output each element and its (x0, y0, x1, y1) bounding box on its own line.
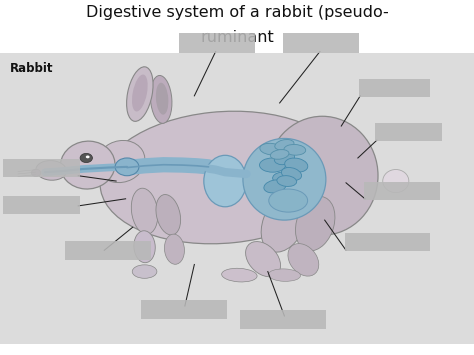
Ellipse shape (204, 155, 246, 207)
Ellipse shape (264, 180, 286, 193)
Text: ruminant: ruminant (200, 30, 274, 45)
FancyBboxPatch shape (345, 233, 430, 251)
Ellipse shape (127, 67, 153, 121)
FancyBboxPatch shape (65, 241, 151, 260)
Ellipse shape (156, 83, 168, 115)
Ellipse shape (270, 149, 289, 159)
Ellipse shape (268, 269, 301, 282)
FancyBboxPatch shape (3, 196, 80, 214)
FancyBboxPatch shape (240, 310, 326, 329)
Ellipse shape (36, 160, 66, 180)
Ellipse shape (150, 76, 172, 123)
Circle shape (31, 169, 41, 176)
FancyBboxPatch shape (3, 159, 80, 177)
Ellipse shape (275, 140, 294, 150)
Ellipse shape (97, 141, 145, 182)
Ellipse shape (246, 241, 281, 277)
Ellipse shape (273, 172, 292, 183)
Ellipse shape (285, 158, 308, 172)
Ellipse shape (100, 111, 346, 244)
Ellipse shape (288, 244, 319, 276)
Ellipse shape (134, 231, 155, 263)
Ellipse shape (132, 265, 157, 278)
FancyBboxPatch shape (364, 182, 440, 200)
Ellipse shape (164, 234, 184, 264)
Ellipse shape (269, 189, 308, 212)
Ellipse shape (295, 196, 335, 251)
Ellipse shape (132, 75, 148, 111)
Ellipse shape (131, 188, 158, 234)
Ellipse shape (259, 158, 285, 172)
Circle shape (86, 155, 90, 158)
Text: Digestive system of a rabbit (pseudo-: Digestive system of a rabbit (pseudo- (86, 5, 388, 20)
FancyBboxPatch shape (141, 300, 227, 319)
FancyBboxPatch shape (359, 79, 430, 97)
FancyBboxPatch shape (179, 33, 255, 53)
FancyBboxPatch shape (375, 123, 442, 141)
Ellipse shape (222, 268, 257, 282)
Ellipse shape (261, 192, 308, 252)
Ellipse shape (284, 144, 306, 155)
Ellipse shape (243, 138, 326, 220)
Ellipse shape (282, 168, 301, 180)
Ellipse shape (277, 176, 297, 186)
Text: Rabbit: Rabbit (9, 62, 53, 75)
Ellipse shape (260, 143, 283, 155)
Ellipse shape (267, 116, 378, 235)
FancyBboxPatch shape (283, 33, 359, 53)
Ellipse shape (156, 195, 181, 235)
Ellipse shape (60, 141, 115, 189)
Ellipse shape (274, 151, 294, 165)
Circle shape (80, 153, 92, 163)
Ellipse shape (383, 170, 409, 192)
Circle shape (115, 158, 139, 176)
FancyBboxPatch shape (0, 53, 474, 344)
